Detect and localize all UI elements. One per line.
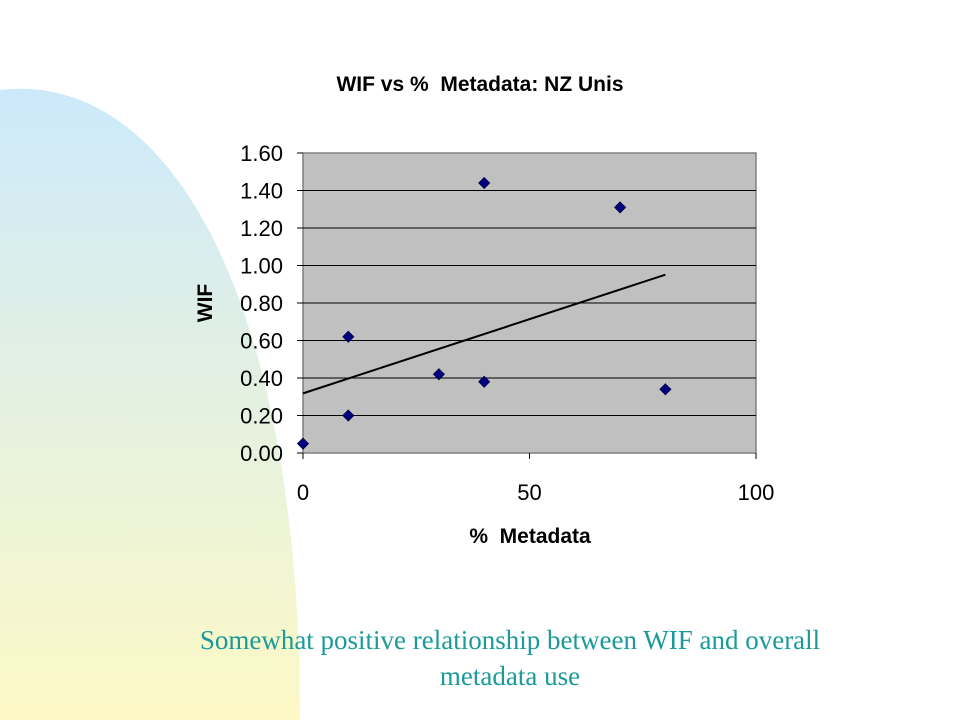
- x-tick-label: 100: [738, 480, 775, 505]
- x-axis-ticks: 0 50 100: [297, 453, 774, 505]
- y-axis-ticks: 0.00 0.20 0.40 0.60 0.80 1.00 1.20 1.40 1.60: [240, 141, 303, 466]
- x-axis-label: % Metadata: [469, 525, 591, 548]
- data-points: [296, 176, 672, 450]
- gridlines: [303, 190, 756, 416]
- data-point-marker: [478, 176, 491, 190]
- y-axis-label: WIF: [194, 284, 217, 323]
- data-point-marker: [614, 201, 627, 214]
- y-tick-label: 0.20: [240, 404, 283, 429]
- y-tick-label: 0.80: [240, 291, 283, 316]
- slide-caption: Somewhat positive relationship between W…: [100, 622, 920, 694]
- data-point-marker: [342, 409, 355, 422]
- trendline: [302, 273, 666, 395]
- y-tick-label: 1.00: [240, 254, 283, 279]
- chart-title: WIF vs % Metadata: NZ Unis: [336, 73, 623, 96]
- data-point-marker: [659, 383, 672, 396]
- y-tick-label: 0.60: [240, 329, 283, 354]
- x-tick-label: 0: [297, 480, 309, 505]
- caption-line-1: Somewhat positive relationship between W…: [199, 625, 821, 655]
- y-tick-label: 0.40: [240, 366, 283, 391]
- y-tick-label: 0.00: [240, 441, 283, 466]
- caption-line-2: metadata use: [439, 661, 581, 691]
- y-tick-label: 1.60: [240, 141, 283, 166]
- data-point-marker: [432, 368, 445, 381]
- data-point-marker: [478, 375, 491, 388]
- data-point-marker: [296, 437, 310, 450]
- y-tick-label: 1.20: [240, 216, 283, 241]
- x-tick-label: 50: [517, 480, 541, 505]
- data-point-marker: [342, 330, 355, 343]
- y-tick-label: 1.40: [240, 179, 283, 204]
